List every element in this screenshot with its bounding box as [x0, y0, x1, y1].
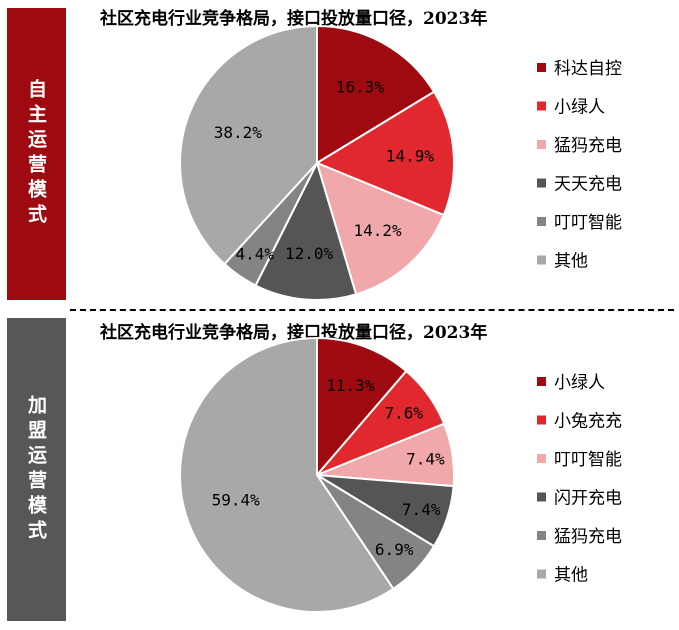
pie1-data-label-1: 16.3% — [336, 78, 385, 97]
pie2-legend-swatch-3 — [537, 454, 546, 463]
pie2-legend-swatch-4 — [537, 492, 546, 502]
pie2-legend-label-5: 猛犸充电 — [554, 527, 622, 547]
pie2-data-label-3: 7.4% — [406, 450, 445, 469]
pie1-legend-swatch-1 — [537, 63, 546, 72]
pie1-data-label-2: 14.9% — [386, 147, 435, 166]
pie2-data-label-4: 7.4% — [402, 500, 441, 519]
pie1-legend-swatch-3 — [537, 140, 546, 149]
pie1-legend-swatch-4 — [537, 178, 546, 188]
pie1-legend-swatch-5 — [537, 217, 546, 226]
pie2-legend-label-1: 小绿人 — [554, 373, 605, 393]
pie1-slice-4 — [254, 160, 358, 301]
pie1-data-label-3: 14.2% — [354, 221, 403, 240]
pie1-slice-1 — [316, 24, 436, 165]
pie1-data-label-4: 12.0% — [285, 244, 334, 263]
chart-title-bottom: 社区充电行业竞争格局，接口投放量口径，2023年 — [100, 323, 488, 343]
pie1-legend-swatch-6 — [537, 255, 546, 265]
pie2-legend-label-6: 其他 — [554, 566, 588, 586]
pie1-legend-label-4: 天天充电 — [554, 175, 622, 195]
pie2-data-label-2: 7.6% — [385, 404, 424, 423]
pie1-data-label-6: 38.2% — [214, 123, 263, 142]
pie2-data-label-5: 6.9% — [375, 540, 414, 559]
pie1-legend-label-2: 小绿人 — [554, 98, 605, 118]
pie2-slice-1 — [316, 336, 408, 478]
mode-label-franchise: 加盟运营模式 — [7, 318, 66, 621]
pie2-legend-swatch-6 — [537, 569, 546, 579]
pie2-legend-label-4: 闪开充电 — [554, 489, 622, 509]
pie2-legend-swatch-1 — [537, 377, 546, 386]
pie1-legend-label-6: 其他 — [554, 252, 588, 272]
pie1-legend-label-3: 猛犸充电 — [554, 136, 622, 156]
pie1-legend-label-1: 科达自控 — [554, 59, 622, 79]
pie2-data-label-1: 11.3% — [326, 376, 375, 395]
pie2-legend-swatch-5 — [537, 531, 546, 540]
pie1-slice-6 — [179, 24, 318, 266]
pie1-legend-label-5: 叮叮智能 — [554, 213, 622, 233]
pie1-slice-2 — [314, 90, 455, 217]
pie2-legend-swatch-2 — [537, 415, 546, 425]
pie2-slice-6 — [179, 336, 395, 613]
pie2-data-label-6: 59.4% — [212, 491, 261, 510]
pie2-legend-label-3: 叮叮智能 — [554, 450, 622, 470]
pie1-legend-swatch-2 — [537, 101, 546, 111]
mode-label-self-operated: 自主运营模式 — [7, 8, 66, 300]
chart-title-top: 社区充电行业竞争格局，接口投放量口径，2023年 — [100, 9, 488, 29]
pie2-legend-label-2: 小兔充充 — [554, 412, 622, 432]
panel-divider — [70, 309, 674, 311]
pie1-slice-3 — [315, 161, 446, 296]
pie1-data-label-5: 4.4% — [236, 244, 275, 263]
